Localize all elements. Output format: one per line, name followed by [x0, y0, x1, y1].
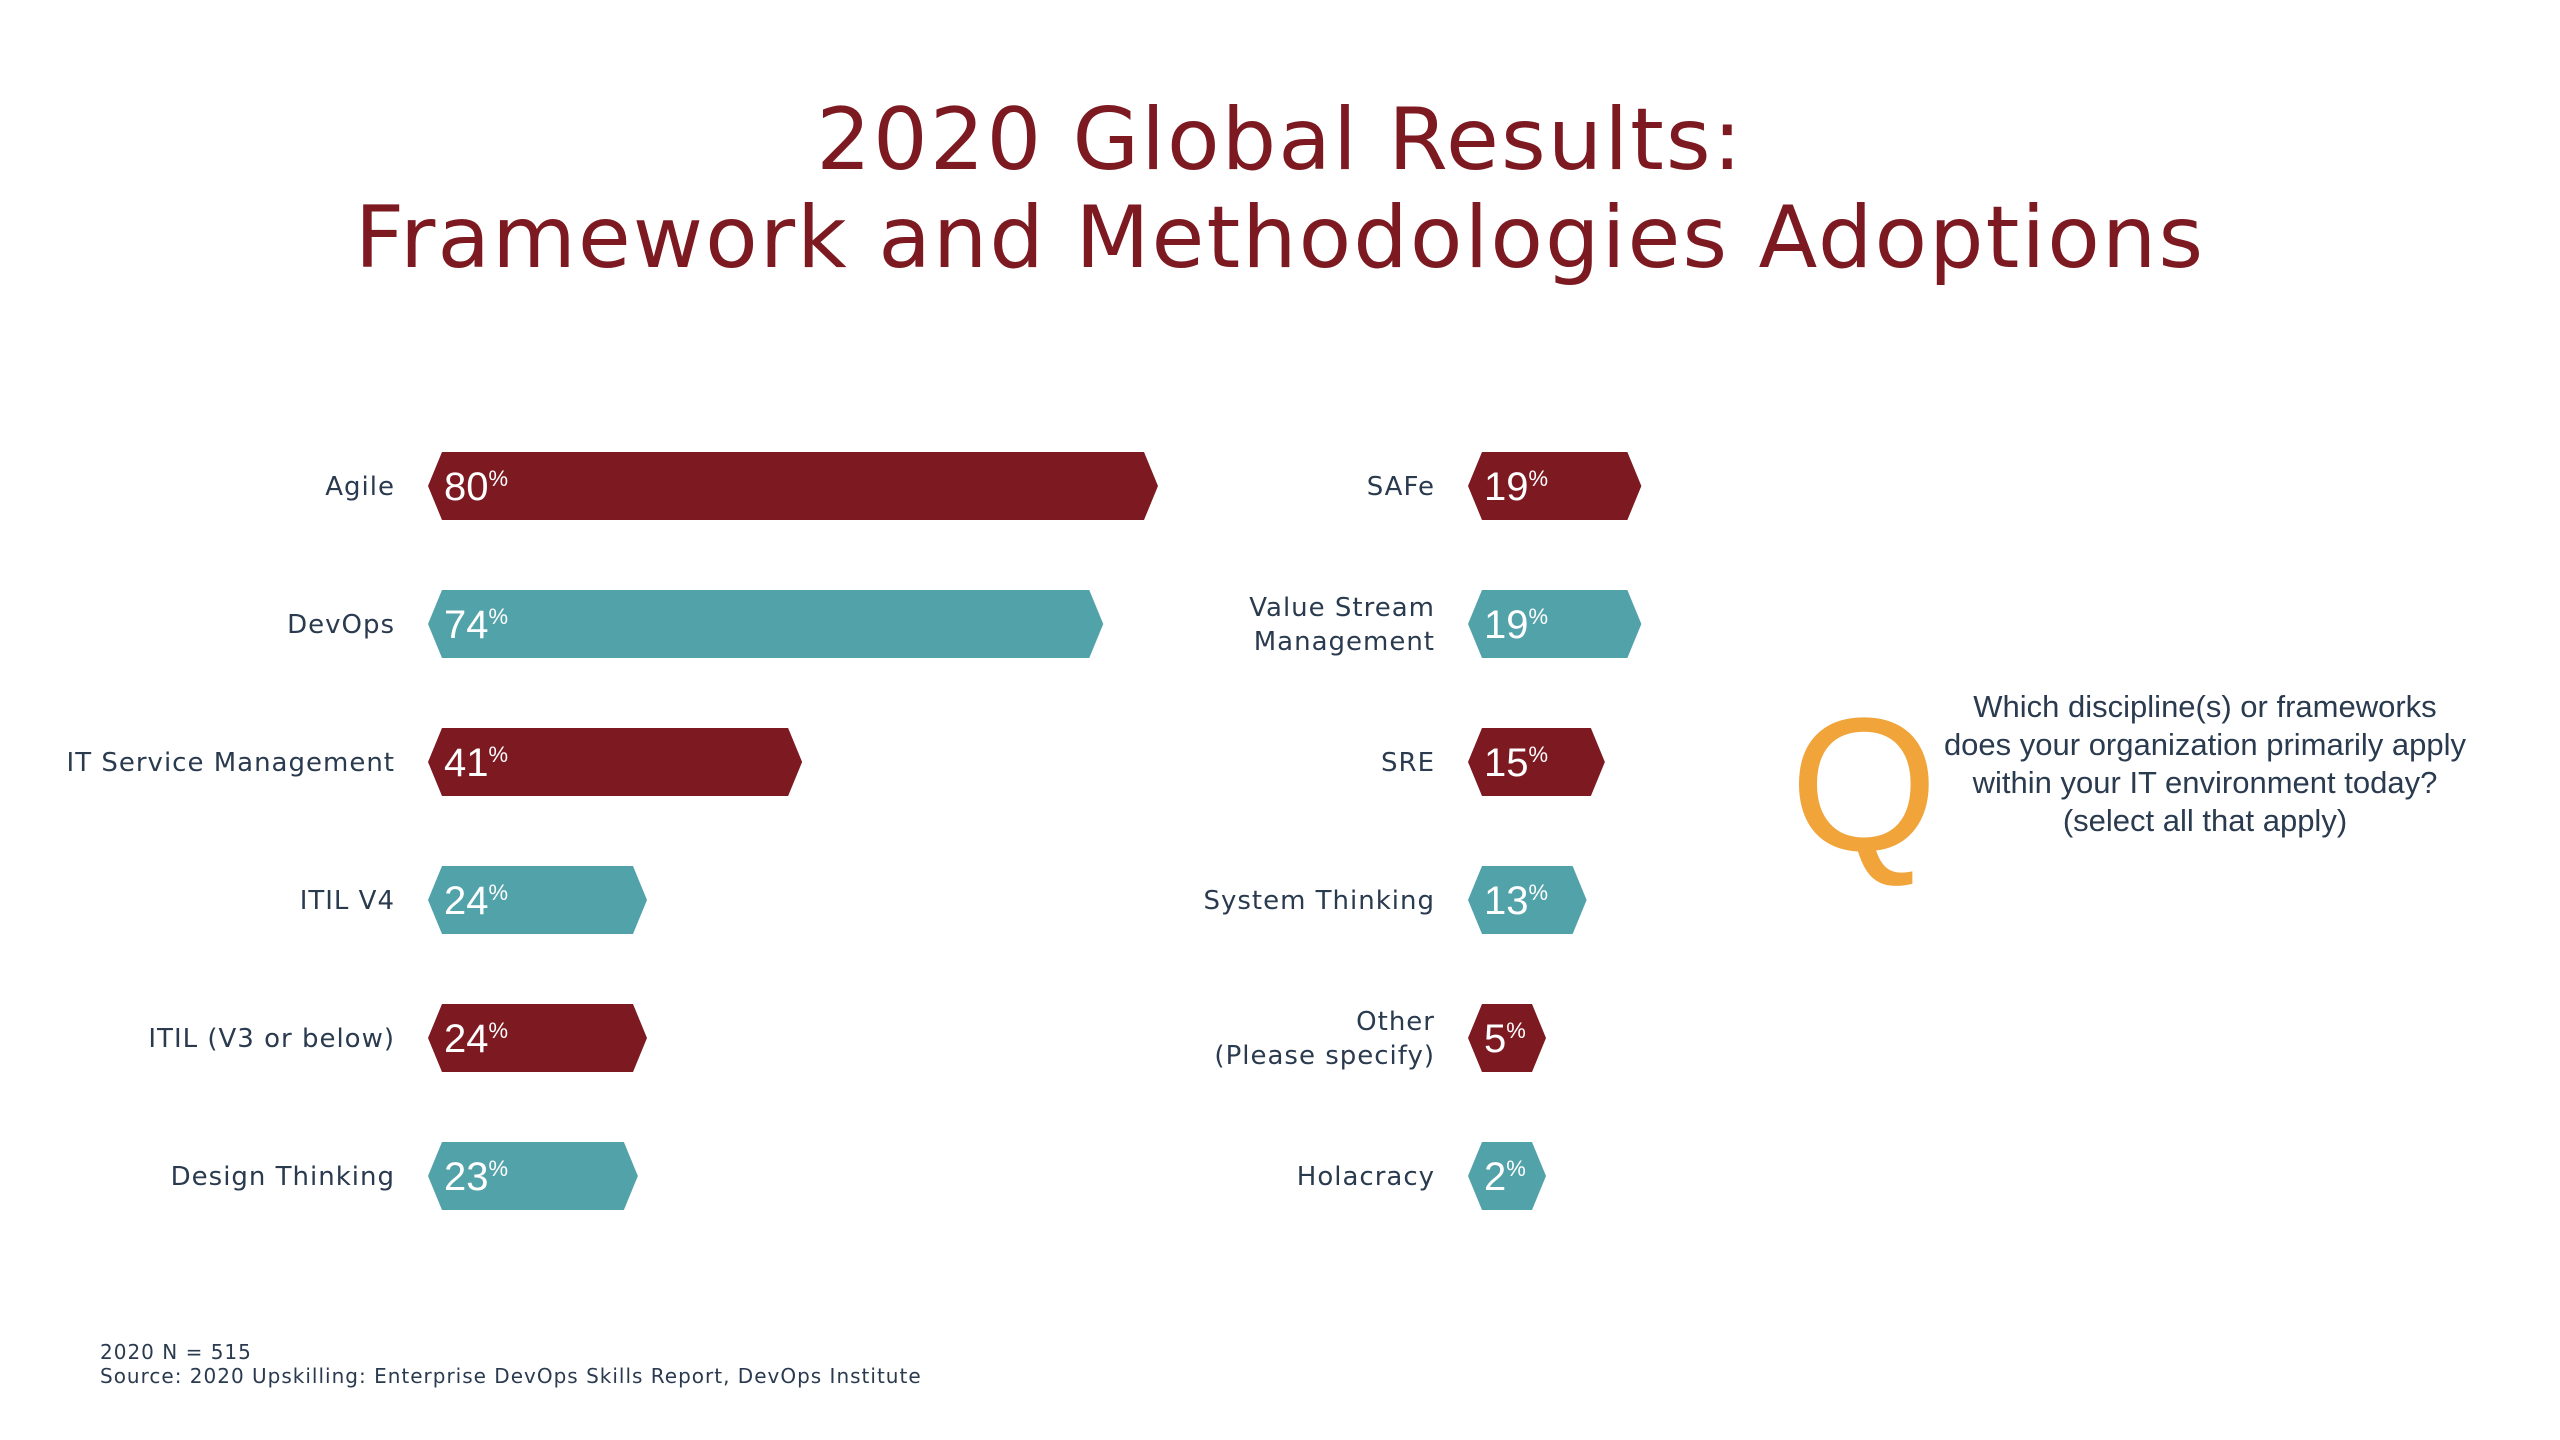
footer-notes: 2020 N = 515 Source: 2020 Upskilling: En…: [100, 1340, 922, 1388]
bar: [1468, 1142, 1546, 1210]
bar: [1468, 590, 1642, 658]
survey-question-line: within your IT environment today?: [1972, 765, 2438, 800]
bar: [428, 1004, 647, 1072]
category-label: (Please specify): [1214, 1041, 1435, 1071]
data-label: 23%: [444, 1155, 508, 1199]
source-note: Source: 2020 Upskilling: Enterprise DevO…: [100, 1364, 922, 1388]
category-label: Holacracy: [1297, 1162, 1435, 1192]
sample-size: 2020 N = 515: [100, 1340, 252, 1364]
data-label: 24%: [444, 1017, 508, 1061]
data-label: 41%: [444, 741, 508, 785]
category-label: DevOps: [287, 610, 395, 640]
data-label: 19%: [1484, 465, 1548, 509]
survey-question: Which discipline(s) or frameworks does y…: [1915, 688, 2495, 840]
survey-question-line: Which discipline(s) or frameworks: [1973, 689, 2437, 724]
data-label: 80%: [444, 465, 508, 509]
category-label: System Thinking: [1203, 886, 1435, 916]
data-label: 74%: [444, 603, 508, 647]
bar: [1468, 866, 1587, 934]
bar: [428, 728, 803, 796]
data-label: 24%: [444, 879, 508, 923]
category-label: Value Stream: [1249, 593, 1435, 623]
category-label: SAFe: [1367, 472, 1435, 502]
category-label: Management: [1254, 627, 1435, 657]
bar: [1468, 452, 1642, 520]
bar: [1468, 728, 1605, 796]
bar: [428, 590, 1104, 658]
data-label: 19%: [1484, 603, 1548, 647]
data-label: 13%: [1484, 879, 1548, 923]
chart-title-line-1: 2020 Global Results:: [816, 90, 1744, 190]
category-label: ITIL V4: [300, 886, 395, 916]
bar: [428, 452, 1158, 520]
bar: [428, 866, 647, 934]
survey-question-line: does your organization primarily apply: [1943, 727, 2467, 762]
data-label: 15%: [1484, 741, 1548, 785]
bar: [428, 1142, 638, 1210]
chart-title-line-2: Framework and Methodologies Adoptions: [354, 188, 2206, 288]
category-label: ITIL (V3 or below): [148, 1024, 395, 1054]
category-label: Other: [1356, 1007, 1435, 1037]
bar: [1468, 1004, 1546, 1072]
category-label: Agile: [325, 472, 395, 502]
data-label: 5%: [1484, 1017, 1526, 1061]
category-label: Design Thinking: [171, 1162, 395, 1192]
category-label: SRE: [1381, 748, 1435, 778]
category-label: IT Service Management: [67, 748, 395, 778]
data-label: 2%: [1484, 1155, 1526, 1199]
q-letter-icon: Q: [1790, 679, 1938, 891]
survey-question-line: (select all that apply): [2062, 803, 2348, 838]
